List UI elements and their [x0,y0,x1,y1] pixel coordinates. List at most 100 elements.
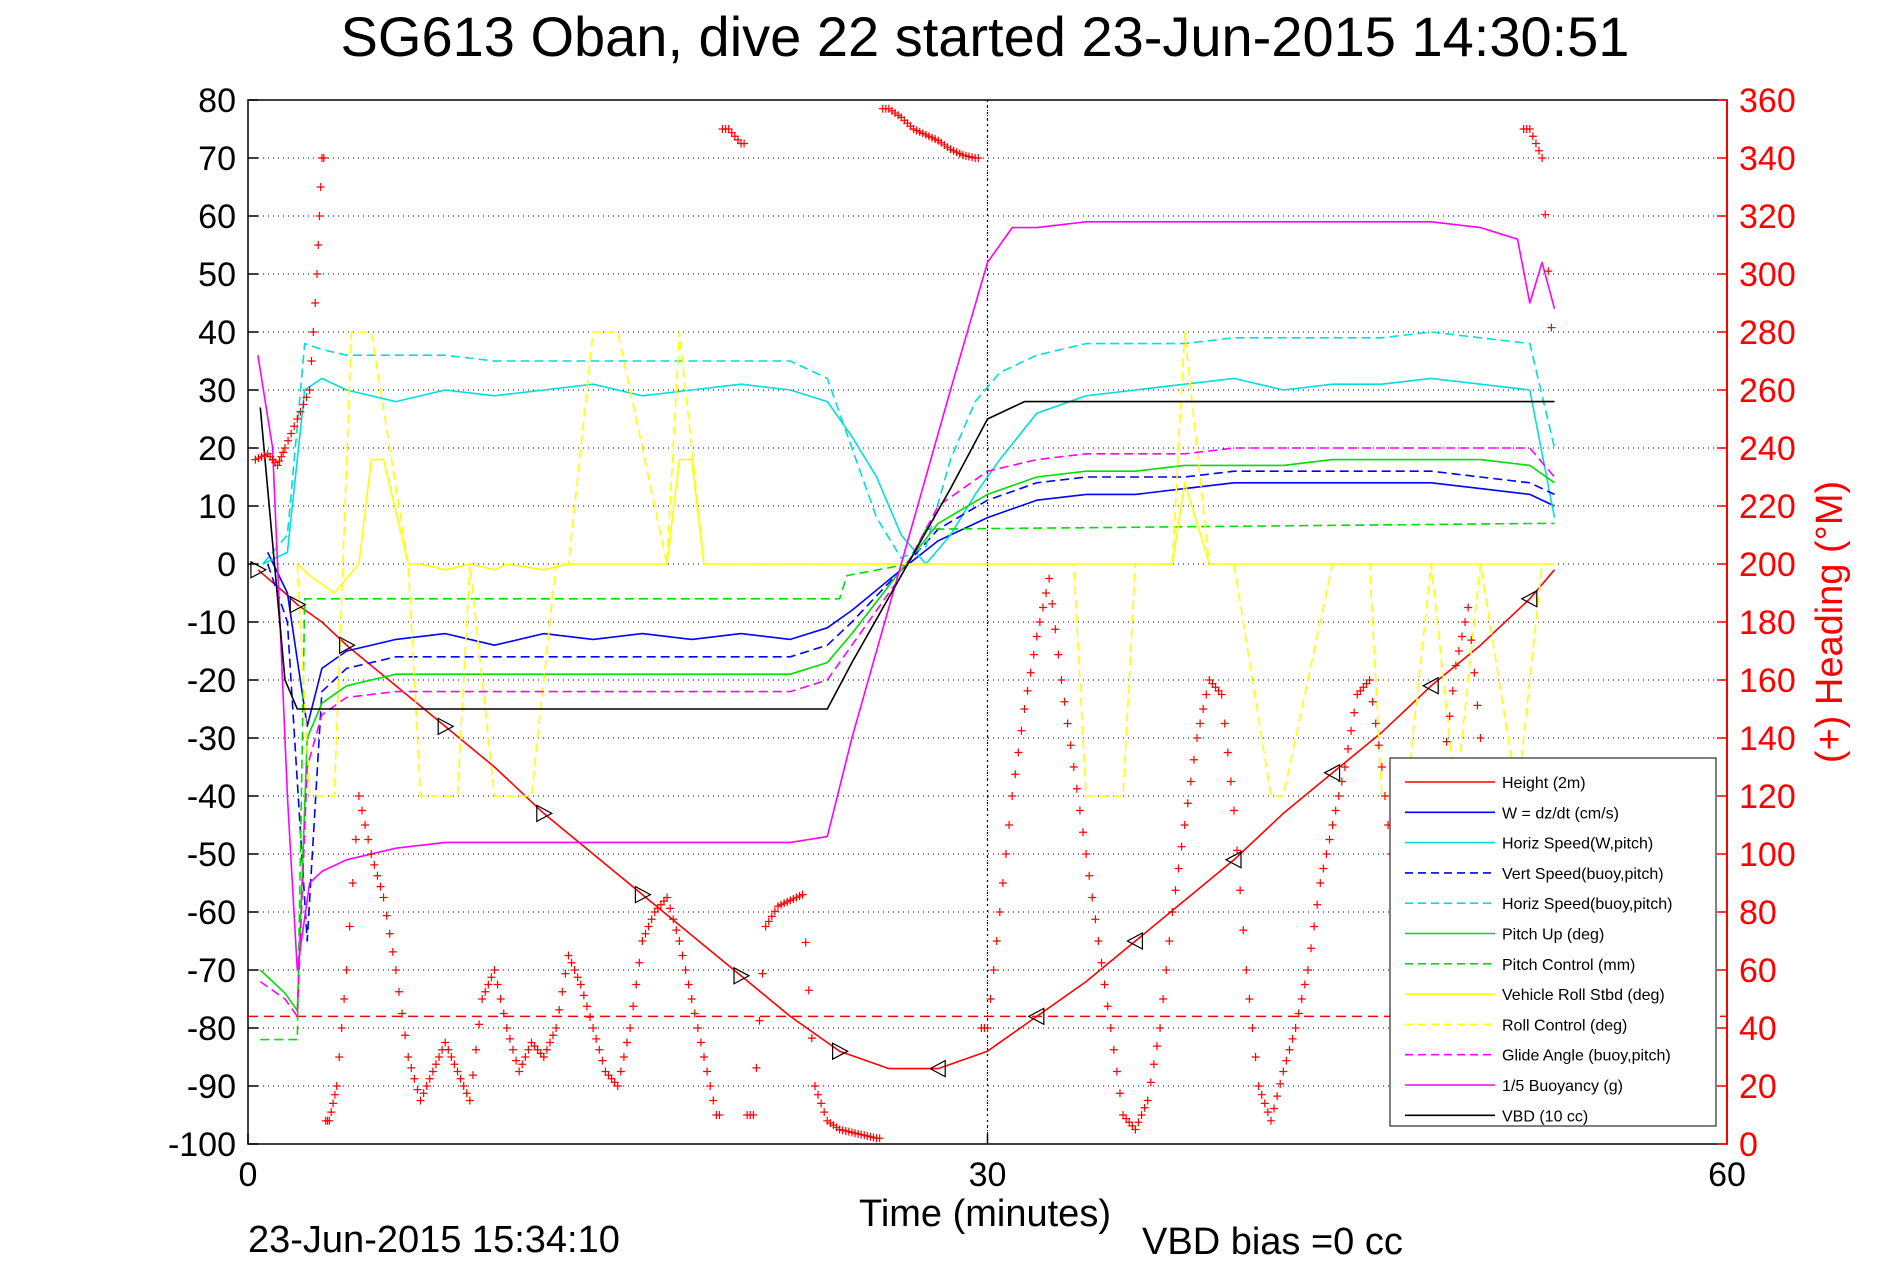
heading-marker [804,986,813,995]
heading-marker [493,980,502,989]
heading-marker [1134,1118,1143,1127]
height-marker [250,560,268,579]
heading-marker [290,422,299,431]
heading-marker [1109,1045,1118,1054]
heading-marker [1544,267,1553,276]
heading-marker [456,1074,465,1083]
heading-marker [327,1108,336,1117]
y-tick-label: -90 [187,1068,236,1106]
heading-marker [558,987,567,996]
heading-marker [280,444,289,452]
height-marker [831,1042,849,1061]
heading-marker [1547,323,1556,332]
heading-marker [595,1045,604,1054]
heading-marker [330,1090,339,1099]
heading-marker [545,1038,554,1047]
heading-marker [761,922,770,931]
heading-marker [1538,154,1547,162]
heading-marker [478,995,487,1003]
heading-marker [675,937,684,945]
y-tick-label: -60 [187,894,236,932]
y-tick-label: 0 [217,546,236,584]
heading-marker [351,835,360,844]
heading-marker [690,1009,699,1018]
heading-marker [487,973,496,982]
heading-marker [549,1031,558,1040]
heading-marker [1180,821,1189,829]
heading-marker [703,1067,712,1076]
heading-marker [1279,1067,1288,1076]
legend-label: VBD (10 cc) [1502,1108,1588,1125]
x-tick-label: 60 [1708,1156,1746,1194]
heading-marker [576,980,585,989]
heading-marker [1202,690,1211,699]
heading-marker [1060,697,1069,706]
heading-marker [342,966,351,974]
heading-marker [1146,1078,1155,1087]
legend-label: Roll Control (deg) [1502,1017,1627,1034]
heading-marker [444,1045,453,1054]
heading-marker [1233,846,1242,855]
heading-marker [1464,603,1473,612]
heading-marker [382,911,391,920]
heading-marker [1371,719,1380,728]
heading-marker [1100,980,1109,989]
heading-marker [709,1096,718,1105]
heading-marker [1174,864,1183,873]
legend-label: Vehicle Roll Stbd (deg) [1502,987,1665,1004]
heading-marker [626,1024,635,1032]
y-tick-label: -100 [168,1126,236,1164]
heading-marker [1162,966,1171,974]
heading-marker [1251,1053,1260,1061]
heading-marker [622,1038,631,1047]
heading-marker [277,452,286,461]
heading-marker [407,1063,416,1072]
heading-marker [810,1082,819,1090]
heading-marker [814,1090,823,1099]
y-tick-label: 30 [198,372,236,410]
heading-marker [681,966,690,974]
heading-marker [1236,886,1245,895]
heading-marker [1196,719,1205,728]
height-marker [536,804,554,823]
heading-marker [335,1053,344,1061]
series-line-6 [260,522,1555,1041]
heading-marker [293,415,302,423]
chart-title: SG613 Oban, dive 22 started 23-Jun-2015 … [341,5,1630,68]
heading-marker [376,882,385,891]
heading-marker [459,1082,468,1090]
heading-marker [345,922,354,931]
legend-label: Vert Speed(buoy,pitch) [1502,866,1664,883]
heading-marker [1334,792,1343,800]
y-tick-label: -80 [187,1010,236,1048]
heading-marker [1344,744,1353,753]
y-tick-label: 80 [198,82,236,120]
heading-marker [337,1024,346,1032]
legend: Height (2m) W = dz/dt (cm/s) Horiz Speed(W… [1389,757,1717,1127]
heading-marker [311,299,320,307]
height-marker [1027,1007,1045,1026]
heading-marker [1245,995,1254,1003]
heading-marker [1525,125,1534,133]
series-line-3 [266,470,1555,942]
heading-marker [1476,734,1485,742]
heading-marker [1285,1045,1294,1054]
heading-marker [391,966,400,974]
heading-marker [1026,668,1035,677]
heading-marker [807,1034,816,1043]
heading-marker [273,461,282,470]
heading-marker [1014,748,1023,757]
heading-marker [613,1082,622,1090]
heading-marker [1310,922,1319,931]
heading-marker [1103,1002,1112,1011]
y2-tick-label: 320 [1739,198,1796,236]
footer-timestamp: 23-Jun-2015 15:34:10 [248,1219,620,1261]
heading-marker [647,915,656,924]
heading-marker [555,1005,564,1014]
series-line-1 [266,481,1555,728]
heading-marker [394,987,403,996]
heading-marker [1282,1056,1291,1065]
y-tick-label: -40 [187,778,236,816]
y2-tick-label: 100 [1739,836,1796,874]
heading-markers [251,104,1556,1143]
